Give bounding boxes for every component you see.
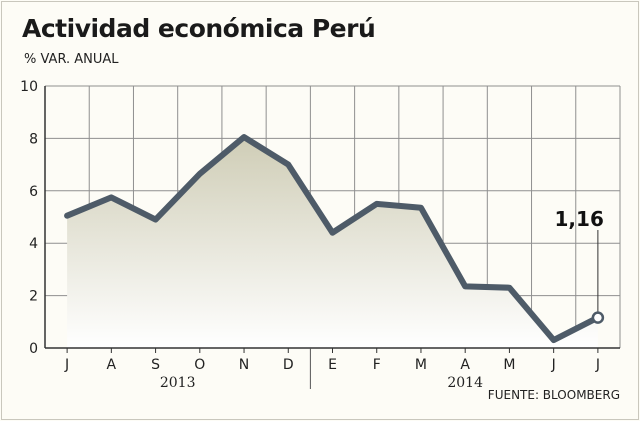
x-tick-label: A	[107, 357, 117, 373]
x-tick-label: E	[328, 357, 337, 373]
y-tick-label: 2	[29, 289, 38, 305]
y-tick-label: 8	[29, 131, 38, 147]
data-point	[64, 213, 70, 219]
year-label: 2014	[447, 375, 483, 391]
data-point	[108, 194, 114, 200]
data-point	[551, 337, 557, 343]
axis-labels: 0 2 4 6 8 10 J A S O N D E F M A M J J 2013 2014 1,16	[20, 79, 604, 391]
data-point	[462, 283, 468, 289]
series-line	[64, 134, 601, 344]
x-tick-label: J	[551, 357, 556, 373]
last-point-marker	[591, 311, 605, 324]
x-tick-label: J	[64, 357, 69, 373]
x-tick-label: S	[151, 357, 160, 373]
x-tick-label: M	[415, 357, 427, 373]
x-tick-label: N	[239, 357, 249, 373]
y-tick-label: 6	[29, 184, 38, 200]
area-fill	[67, 137, 598, 348]
axes	[44, 86, 620, 389]
chart-title: Actividad económica Perú	[22, 14, 376, 43]
source-note: FUENTE: BLOOMBERG	[487, 388, 620, 402]
chart-subtitle: % VAR. ANUAL	[24, 52, 119, 67]
data-point	[153, 217, 159, 223]
x-tick-label: M	[503, 357, 515, 373]
data-point	[197, 171, 203, 177]
data-points	[64, 134, 605, 343]
data-point	[418, 205, 424, 211]
value-callout: 1,16	[555, 207, 604, 231]
data-point	[285, 162, 291, 168]
x-tick-label: A	[460, 357, 470, 373]
x-tick-label: D	[283, 357, 294, 373]
data-point	[506, 285, 512, 291]
year-label: 2013	[160, 375, 196, 391]
y-tick-label: 0	[29, 341, 38, 357]
y-tick-label: 4	[29, 236, 38, 252]
data-point	[330, 230, 336, 236]
x-tick-label: J	[595, 357, 600, 373]
x-tick-label: O	[194, 357, 205, 373]
y-tick-label: 10	[20, 79, 38, 95]
x-tick-label: F	[373, 357, 381, 373]
data-point	[241, 134, 247, 140]
data-point	[374, 201, 380, 207]
